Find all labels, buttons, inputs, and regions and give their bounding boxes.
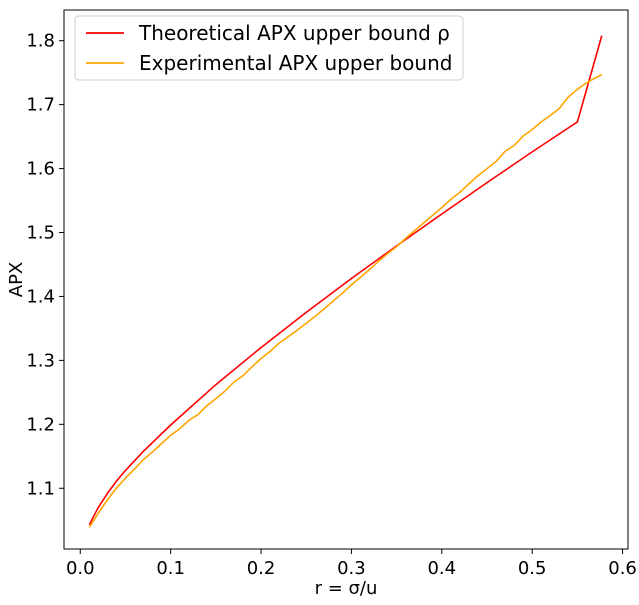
y-tick-label: 1.5 <box>26 223 55 244</box>
x-axis-ticks: 0.0 0.1 0.2 0.3 0.4 0.5 0.6 <box>66 549 637 579</box>
y-tick-label: 1.3 <box>26 350 55 371</box>
series-layer <box>88 35 603 528</box>
y-tick-label: 1.4 <box>26 286 55 307</box>
x-axis-label: r = σ/u <box>315 578 378 599</box>
series-line-1 <box>88 73 603 528</box>
y-tick-label: 1.6 <box>26 159 55 180</box>
x-tick-label: 0.0 <box>66 558 95 579</box>
y-tick-label: 1.7 <box>26 95 55 116</box>
x-tick-label: 0.1 <box>156 558 185 579</box>
legend: Theoretical APX upper bound ρ Experimenta… <box>74 15 464 81</box>
legend-box <box>74 15 464 81</box>
x-tick-label: 0.2 <box>247 558 276 579</box>
x-tick-label: 0.4 <box>427 558 456 579</box>
series-line-0 <box>88 35 603 526</box>
y-tick-label: 1.2 <box>26 414 55 435</box>
x-tick-label: 0.5 <box>518 558 547 579</box>
y-axis-ticks: 1.1 1.2 1.3 1.4 1.5 1.6 1.7 1.8 <box>26 31 64 499</box>
y-tick-label: 1.8 <box>26 31 55 52</box>
legend-entry-1: Experimental APX upper bound <box>139 51 452 75</box>
y-axis-label: APX <box>6 262 27 298</box>
plot-frame <box>63 9 629 550</box>
x-tick-label: 0.6 <box>608 558 637 579</box>
x-tick-label: 0.3 <box>337 558 366 579</box>
y-tick-label: 1.1 <box>26 478 55 499</box>
legend-entry-0: Theoretical APX upper bound ρ <box>138 21 450 45</box>
